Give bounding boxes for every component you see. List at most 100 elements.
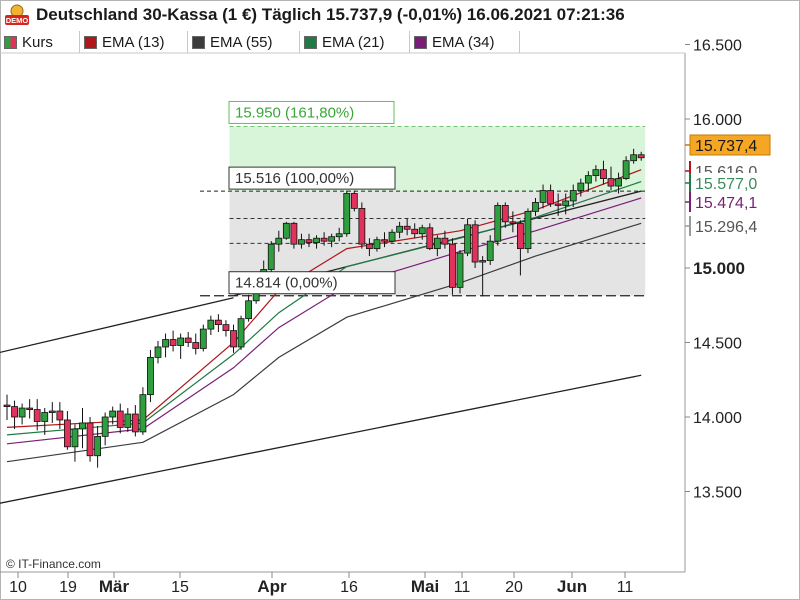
fib-label-box <box>228 271 396 295</box>
candle-body <box>433 237 441 250</box>
fib-label-box <box>228 100 395 124</box>
candle-body <box>517 222 524 250</box>
x-tick-label: 10 <box>9 579 27 596</box>
candle-body <box>569 190 577 202</box>
candle-body <box>335 233 343 238</box>
legend-swatch <box>414 35 427 49</box>
x-tick-label: Jun <box>557 577 587 596</box>
x-tick-label: 16 <box>340 579 358 596</box>
legend-label: EMA (55) <box>210 33 273 51</box>
candle-body <box>403 225 411 230</box>
candle-body <box>71 428 79 448</box>
candle-body <box>192 342 200 349</box>
candle-body <box>184 337 192 343</box>
candle-body <box>86 422 94 457</box>
candle-body <box>350 193 358 209</box>
candle-body <box>116 410 124 428</box>
candle-body <box>456 252 464 288</box>
candle-body <box>124 413 132 428</box>
upper-trend-line <box>0 297 234 354</box>
x-tick-label: 15 <box>171 579 189 596</box>
copyright-text: © IT-Finance.com <box>6 557 101 571</box>
x-tick-label: 20 <box>505 579 523 596</box>
candle-body <box>622 160 630 180</box>
candle-body <box>3 404 11 407</box>
candle-body <box>48 410 56 413</box>
price-tag: 15.474,1 <box>695 195 757 212</box>
x-tick-label: Mär <box>99 577 130 596</box>
candle-body <box>365 243 373 250</box>
candle-body <box>600 169 607 180</box>
candle-body <box>584 175 592 184</box>
candle-body <box>396 225 404 233</box>
x-tick-label: Apr <box>257 577 287 596</box>
candle-body <box>109 410 117 418</box>
legend-swatch <box>304 35 317 49</box>
candle-body <box>11 406 18 418</box>
candle-body <box>298 239 305 245</box>
candle-body <box>320 237 328 242</box>
y-tick-label: 15.000 <box>693 259 745 278</box>
fib-label-box <box>228 166 396 190</box>
candle-body <box>418 227 426 235</box>
candle-body <box>230 330 237 348</box>
legend-item[interactable]: EMA (55) <box>188 31 300 53</box>
legend-item[interactable]: EMA (13) <box>80 31 188 53</box>
candle-body <box>199 328 207 349</box>
candle-body <box>282 222 290 239</box>
y-tick-label: 16.000 <box>693 112 742 129</box>
candle-body <box>562 200 570 206</box>
candle-body <box>381 239 388 242</box>
price-tag-box <box>690 192 770 212</box>
candle-body <box>539 190 547 203</box>
legend-label: Kurs <box>22 33 53 51</box>
candle-body <box>615 178 622 187</box>
fib-label: 15.516 (100,00%) <box>235 170 354 187</box>
candle-body <box>411 228 419 235</box>
legend-item[interactable]: EMA (34) <box>410 31 520 53</box>
candle-body <box>26 407 34 410</box>
price-tag-box <box>690 216 770 236</box>
x-tick-label: 11 <box>454 579 471 596</box>
candle-body <box>101 416 109 437</box>
price-tag: 15.296,4 <box>695 219 757 236</box>
candle-body <box>358 207 366 245</box>
candle-body <box>290 222 298 245</box>
legend-label: EMA (21) <box>322 33 385 51</box>
y-tick-label: 14.000 <box>693 410 742 427</box>
candle-body <box>245 300 253 320</box>
legend-label: EMA (34) <box>432 33 495 51</box>
candle-body <box>388 231 396 242</box>
y-tick-label: 14.500 <box>693 336 742 353</box>
candle-body <box>94 435 101 457</box>
candle-body <box>328 236 336 242</box>
candle-body <box>373 239 381 250</box>
chart-title: Deutschland 30-Kassa (1 €) Täglich 15.73… <box>36 5 625 24</box>
candle-body <box>313 237 320 244</box>
demo-badge-icon: DEMO <box>5 4 29 25</box>
candle-body <box>554 203 562 206</box>
candle-body <box>494 205 502 242</box>
badge-text: DEMO <box>6 16 29 25</box>
candle-body <box>237 318 245 348</box>
legend-item[interactable]: EMA (21) <box>300 31 410 53</box>
candle-body <box>607 178 615 187</box>
candle-body <box>56 410 64 421</box>
candle-body <box>343 193 351 235</box>
price-tag-box <box>689 134 771 156</box>
candle-body <box>524 210 532 250</box>
candle-body <box>131 413 139 433</box>
x-tick-label: 19 <box>59 579 77 596</box>
lower-trend-line <box>0 374 642 504</box>
candle-body <box>267 243 275 270</box>
candle-body <box>464 224 471 254</box>
legend-swatch <box>84 35 97 49</box>
legend-bar: Kurs EMA (13) EMA (55) EMA (21) EMA (34) <box>0 31 685 53</box>
x-tick-label: Mai <box>411 577 439 596</box>
candle-body <box>637 154 645 159</box>
candle-body <box>154 346 162 358</box>
candle-body <box>41 412 49 422</box>
candle-body <box>592 169 600 177</box>
legend-item[interactable]: Kurs <box>0 31 80 53</box>
